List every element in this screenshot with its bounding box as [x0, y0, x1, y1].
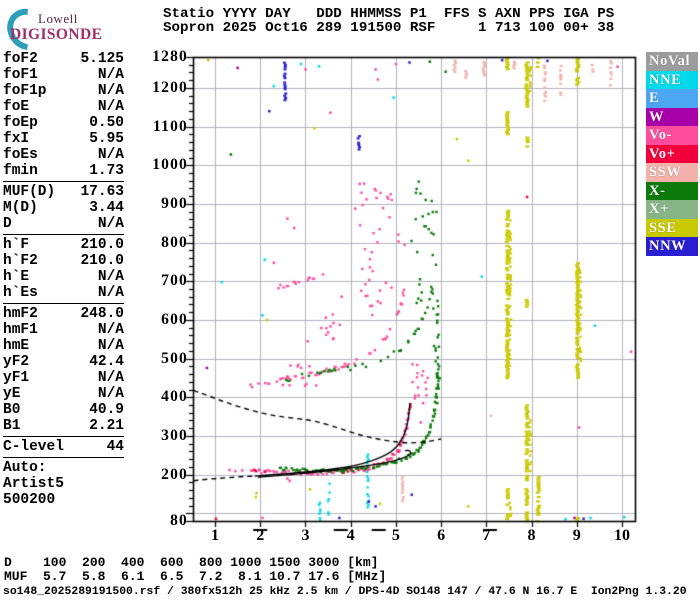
x-axis-tick-label: 6 — [437, 527, 446, 544]
y-axis-tick-label: 1100 — [153, 117, 188, 135]
legend-item-x: X- — [646, 181, 698, 200]
x-axis-tick-label: 3 — [301, 527, 310, 544]
legend-item-vo: Vo+ — [646, 144, 698, 163]
x-axis-tick-label: 4 — [346, 527, 355, 544]
x-axis-tick-label: 2 — [256, 527, 265, 544]
legend-item-ssw: SSW — [646, 163, 698, 182]
y-axis-tick-label: 1000 — [152, 156, 188, 174]
muf-distance-row: D 100 200 400 600 800 1000 1500 3000 [km… — [4, 555, 379, 570]
legend-item-nnw: NNW — [646, 237, 698, 256]
y-axis-tick-label: 900 — [161, 194, 188, 212]
echo-direction-legend: NoVal NNE E W Vo- Vo+ SSW X- X+ SSE NNW — [646, 52, 698, 256]
x-axis-tick-label: 5 — [391, 527, 400, 544]
x-axis-tick-label: 8 — [527, 527, 536, 544]
legend-item-vo: Vo- — [646, 126, 698, 145]
legend-item-e: E — [646, 89, 698, 108]
legend-item-nne: NNE — [646, 70, 698, 89]
muf-values-row: MUF 5.7 5.8 6.1 6.5 7.2 8.1 10.7 17.6 [M… — [4, 569, 387, 584]
footer-status-line: so148_2025289191500.rsf / 380fx512h 25 k… — [3, 586, 687, 598]
y-axis-tick-label: 80 — [170, 512, 188, 529]
legend-item-w: W — [646, 107, 698, 126]
x-axis-tick-label: 7 — [482, 527, 491, 544]
y-axis-tick-label: 400 — [161, 388, 188, 406]
x-axis-tick-label: 9 — [572, 527, 581, 544]
y-axis-tick-label: 800 — [161, 233, 188, 251]
legend-item-noval: NoVal — [646, 52, 698, 71]
y-axis-tick-label: 600 — [161, 310, 188, 328]
y-axis-tick-label: 200 — [161, 465, 188, 483]
x-axis-tick-label: 10 — [613, 527, 630, 544]
y-axis-tick-label: 1280 — [152, 48, 188, 65]
y-axis-tick-label: 300 — [161, 426, 188, 444]
y-axis-tick-label: 700 — [161, 272, 188, 290]
legend-item-x: X+ — [646, 200, 698, 219]
x-axis-tick-label: 1 — [211, 527, 219, 544]
y-axis-tick-label: 500 — [161, 349, 188, 367]
legend-item-sse: SSE — [646, 218, 698, 237]
y-axis-tick-label: 1200 — [152, 78, 188, 96]
